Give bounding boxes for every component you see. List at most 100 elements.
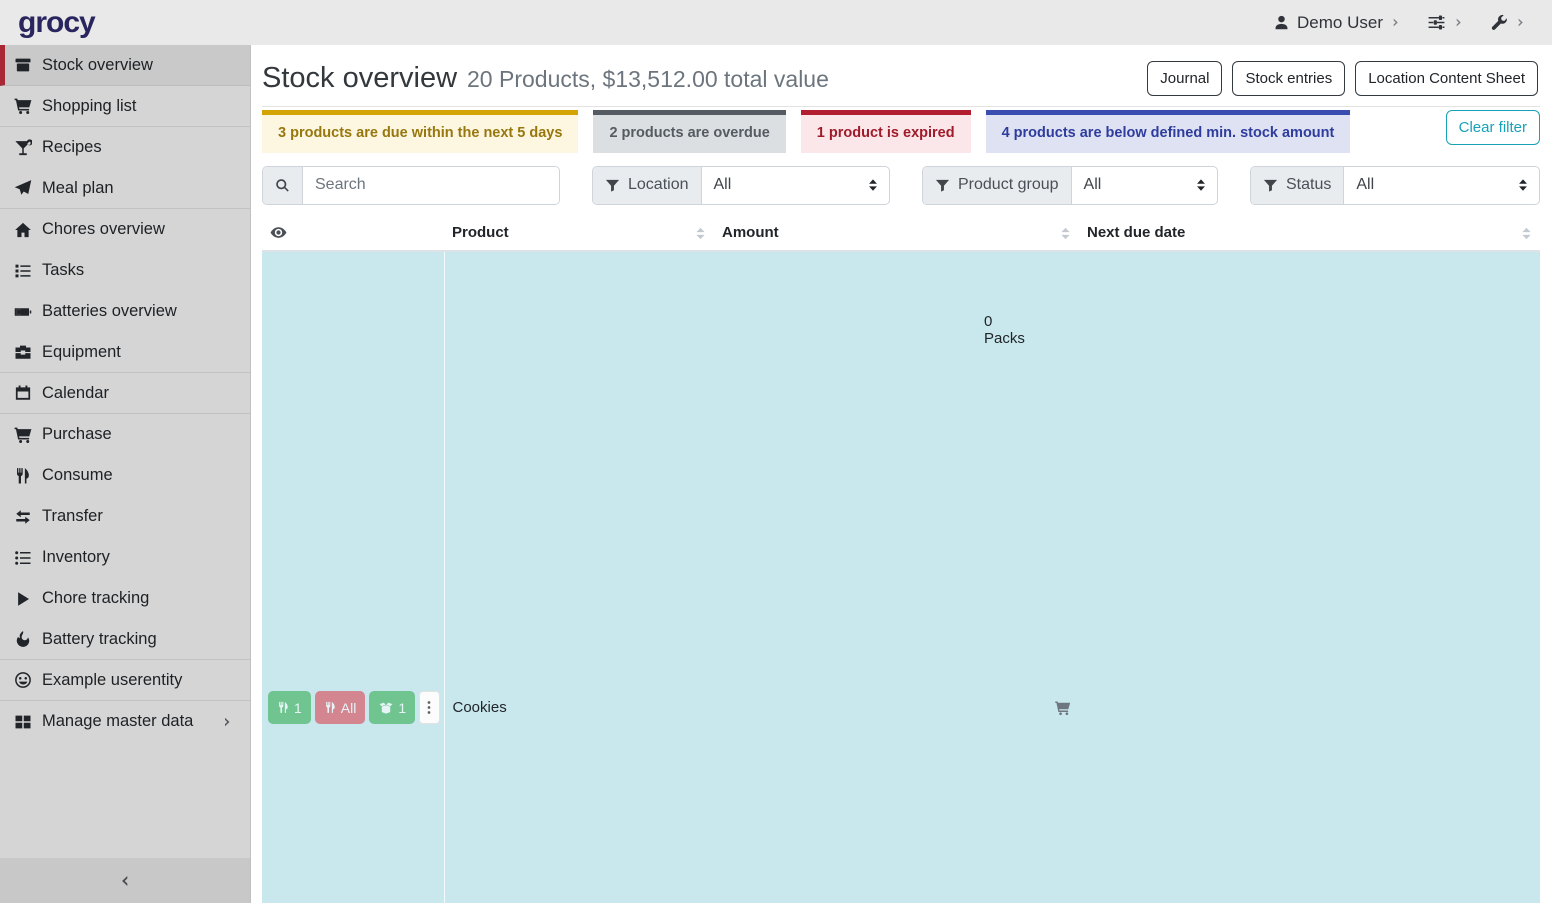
sidebar-item-label: Batteries overview [42,302,236,321]
user-menu[interactable]: Demo User [1273,13,1401,33]
sidebar-item-example-userentity[interactable]: Example userentity [0,660,250,701]
settings-menu[interactable] [1427,13,1464,32]
cart-icon[interactable] [1054,700,1071,716]
sidebar-item-tasks[interactable]: Tasks [0,250,250,291]
sidebar-item-recipes[interactable]: Recipes [0,127,250,168]
status-chip-warning[interactable]: 3 products are due within the next 5 day… [262,110,578,153]
table-row-cookies: 1 All 1 Cookies 0 Packs Σ [262,251,1540,903]
sidebar-item-inventory[interactable]: Inventory [0,537,250,578]
sidebar-item-calendar[interactable]: Calendar [0,373,250,414]
eye-icon[interactable] [270,224,287,241]
sidebar-item-equipment[interactable]: Equipment [0,332,250,373]
filter-group-location: Location All [592,166,890,205]
box-icon [14,56,32,74]
journal-button[interactable]: Journal [1147,61,1222,96]
tasks-icon [14,262,32,280]
sidebar-item-chore-tracking[interactable]: Chore tracking [0,578,250,619]
table-icon [14,713,32,731]
utensils-icon [277,701,290,714]
exchange-icon [14,508,32,526]
filter-icon [935,178,950,193]
sidebar-item-label: Inventory [42,548,236,567]
cocktail-icon [14,139,32,157]
admin-menu[interactable] [1490,14,1526,32]
calendar-icon [14,384,32,402]
sidebar-item-label: Chores overview [42,220,236,239]
updown-icon [867,178,879,192]
sidebar-item-purchase[interactable]: Purchase [0,414,250,455]
play-icon [14,590,32,608]
sidebar-item-battery-tracking[interactable]: Battery tracking [0,619,250,660]
open-one-button[interactable]: 1 [369,691,415,724]
column-header-amount[interactable]: Amount [714,218,1079,252]
status-chip-overdue[interactable]: 2 products are overdue [593,110,785,153]
plane-icon [14,179,32,197]
stock-entries-button[interactable]: Stock entries [1232,61,1345,96]
sidebar-item-consume[interactable]: Consume [0,455,250,496]
status-chips-row: 3 products are due within the next 5 day… [262,110,1540,153]
sidebar-menu: Stock overview Shopping list Recipes Mea… [0,45,250,858]
sidebar-item-label: Calendar [42,384,236,403]
filter-value: All [1084,176,1102,194]
consume-one-button[interactable]: 1 [268,691,311,724]
stock-table-body: 1 All 1 Cookies 0 Packs Σ [262,251,1540,903]
chevron-right-icon [218,716,236,728]
search-icon [275,178,290,193]
brand-logo[interactable]: grocy [18,8,95,38]
sidebar-item-chores-overview[interactable]: Chores overview [0,209,250,250]
search-input[interactable] [303,167,559,204]
status-chip-belowmin[interactable]: 4 products are below defined min. stock … [986,110,1351,153]
clear-filter-button[interactable]: Clear filter [1446,110,1540,145]
sidebar-item-batteries-overview[interactable]: Batteries overview [0,291,250,332]
column-header-product[interactable]: Product [444,218,714,252]
sort-icon[interactable] [1521,227,1532,240]
chevron-right-icon [1390,17,1401,28]
sidebar-item-stock-overview[interactable]: Stock overview [0,45,250,86]
amount-cell: 0 Packs Σ [722,256,1071,903]
smile-icon [14,671,32,689]
column-header-due-date[interactable]: Next due date [1079,218,1540,252]
row-menu-button[interactable] [419,691,439,724]
filter-select[interactable]: All [1072,167,1217,204]
sidebar-item-transfer[interactable]: Transfer [0,496,250,537]
sidebar-item-label: Example userentity [42,671,236,690]
sidebar-item-label: Battery tracking [42,630,236,649]
filter-select[interactable]: All [1344,167,1539,204]
cart-icon [14,97,32,115]
sliders-icon [1427,13,1446,32]
consume-all-button[interactable]: All [315,691,366,724]
cart-icon [14,426,32,444]
sort-icon[interactable] [1060,227,1071,240]
page-title: Stock overview [262,62,457,95]
toolbox-icon [14,343,32,361]
topbar: grocy Demo User [0,0,1552,45]
sidebar-collapse-button[interactable] [0,858,250,903]
filter-label: Product group [958,176,1059,194]
updown-icon [1195,178,1207,192]
sidebar-item-label: Purchase [42,425,236,444]
product-name[interactable]: Cookies [444,251,714,903]
filter-group-product-group: Product group All [922,166,1218,205]
sidebar-item-shopping-list[interactable]: Shopping list [0,86,250,127]
filter-value: All [1356,176,1374,194]
utensils-icon [14,467,32,485]
filter-group-status: Status All [1250,166,1540,205]
page-subtitle: 20 Products, $13,512.00 total value [467,66,829,93]
sidebar-item-manage-master-data[interactable]: Manage master data [0,701,250,742]
location-content-sheet-button[interactable]: Location Content Sheet [1355,61,1538,96]
stock-table: Product Amount Next due date 1 [262,218,1540,903]
search-group [262,166,560,205]
sidebar-item-label: Recipes [42,138,236,157]
table-header-row: Product Amount Next due date [262,218,1540,252]
chevron-right-icon [1515,17,1526,28]
ellipsis-v-icon [427,699,431,716]
status-chip-expired[interactable]: 1 product is expired [801,110,971,153]
box-open-icon [378,701,394,715]
sidebar-item-meal-plan[interactable]: Meal plan [0,168,250,209]
filter-select[interactable]: All [702,167,890,204]
sidebar-item-label: Chore tracking [42,589,236,608]
filter-icon [1263,178,1278,193]
header-buttons: Journal Stock entries Location Content She… [1147,61,1538,96]
sort-icon[interactable] [695,227,706,240]
page-header: Stock overview 20 Products, $13,512.00 t… [262,57,1540,107]
